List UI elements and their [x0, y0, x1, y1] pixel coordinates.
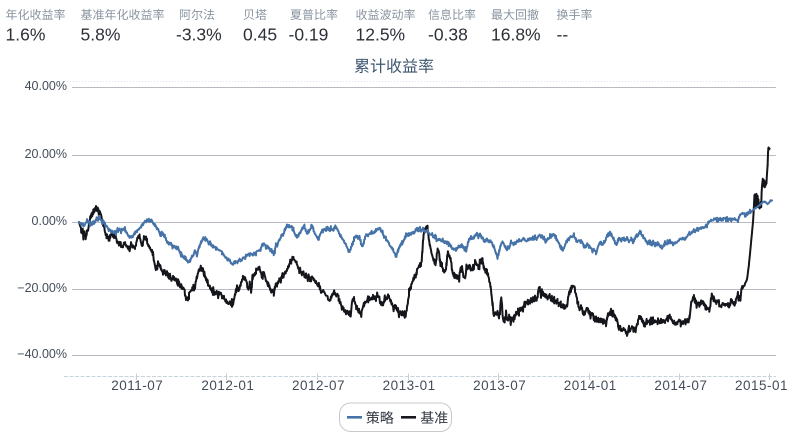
- svg-text:-0.38: -0.38: [428, 24, 468, 44]
- svg-text:40.00%: 40.00%: [25, 79, 67, 93]
- svg-text:-3.3%: -3.3%: [176, 24, 222, 44]
- svg-text:−40.00%: −40.00%: [17, 347, 67, 361]
- svg-text:0.45: 0.45: [243, 24, 277, 44]
- svg-text:2015-01: 2015-01: [735, 378, 788, 393]
- svg-text:12.5%: 12.5%: [356, 24, 406, 44]
- svg-text:2012-01: 2012-01: [201, 378, 254, 393]
- svg-text:2012-07: 2012-07: [292, 378, 345, 393]
- svg-text:2013-07: 2013-07: [473, 378, 526, 393]
- svg-text:5.8%: 5.8%: [81, 24, 121, 44]
- svg-text:20.00%: 20.00%: [25, 147, 67, 161]
- svg-text:−20.00%: −20.00%: [17, 281, 67, 295]
- svg-text:2011-07: 2011-07: [111, 378, 163, 393]
- svg-text:2013-01: 2013-01: [383, 378, 436, 393]
- svg-text:0.00%: 0.00%: [32, 214, 67, 228]
- svg-text:1.6%: 1.6%: [6, 24, 46, 44]
- svg-text:--: --: [557, 24, 569, 44]
- svg-text:2014-01: 2014-01: [564, 378, 617, 393]
- svg-text:2014-07: 2014-07: [654, 378, 707, 393]
- svg-text:16.8%: 16.8%: [491, 24, 541, 44]
- svg-text:-0.19: -0.19: [289, 24, 329, 44]
